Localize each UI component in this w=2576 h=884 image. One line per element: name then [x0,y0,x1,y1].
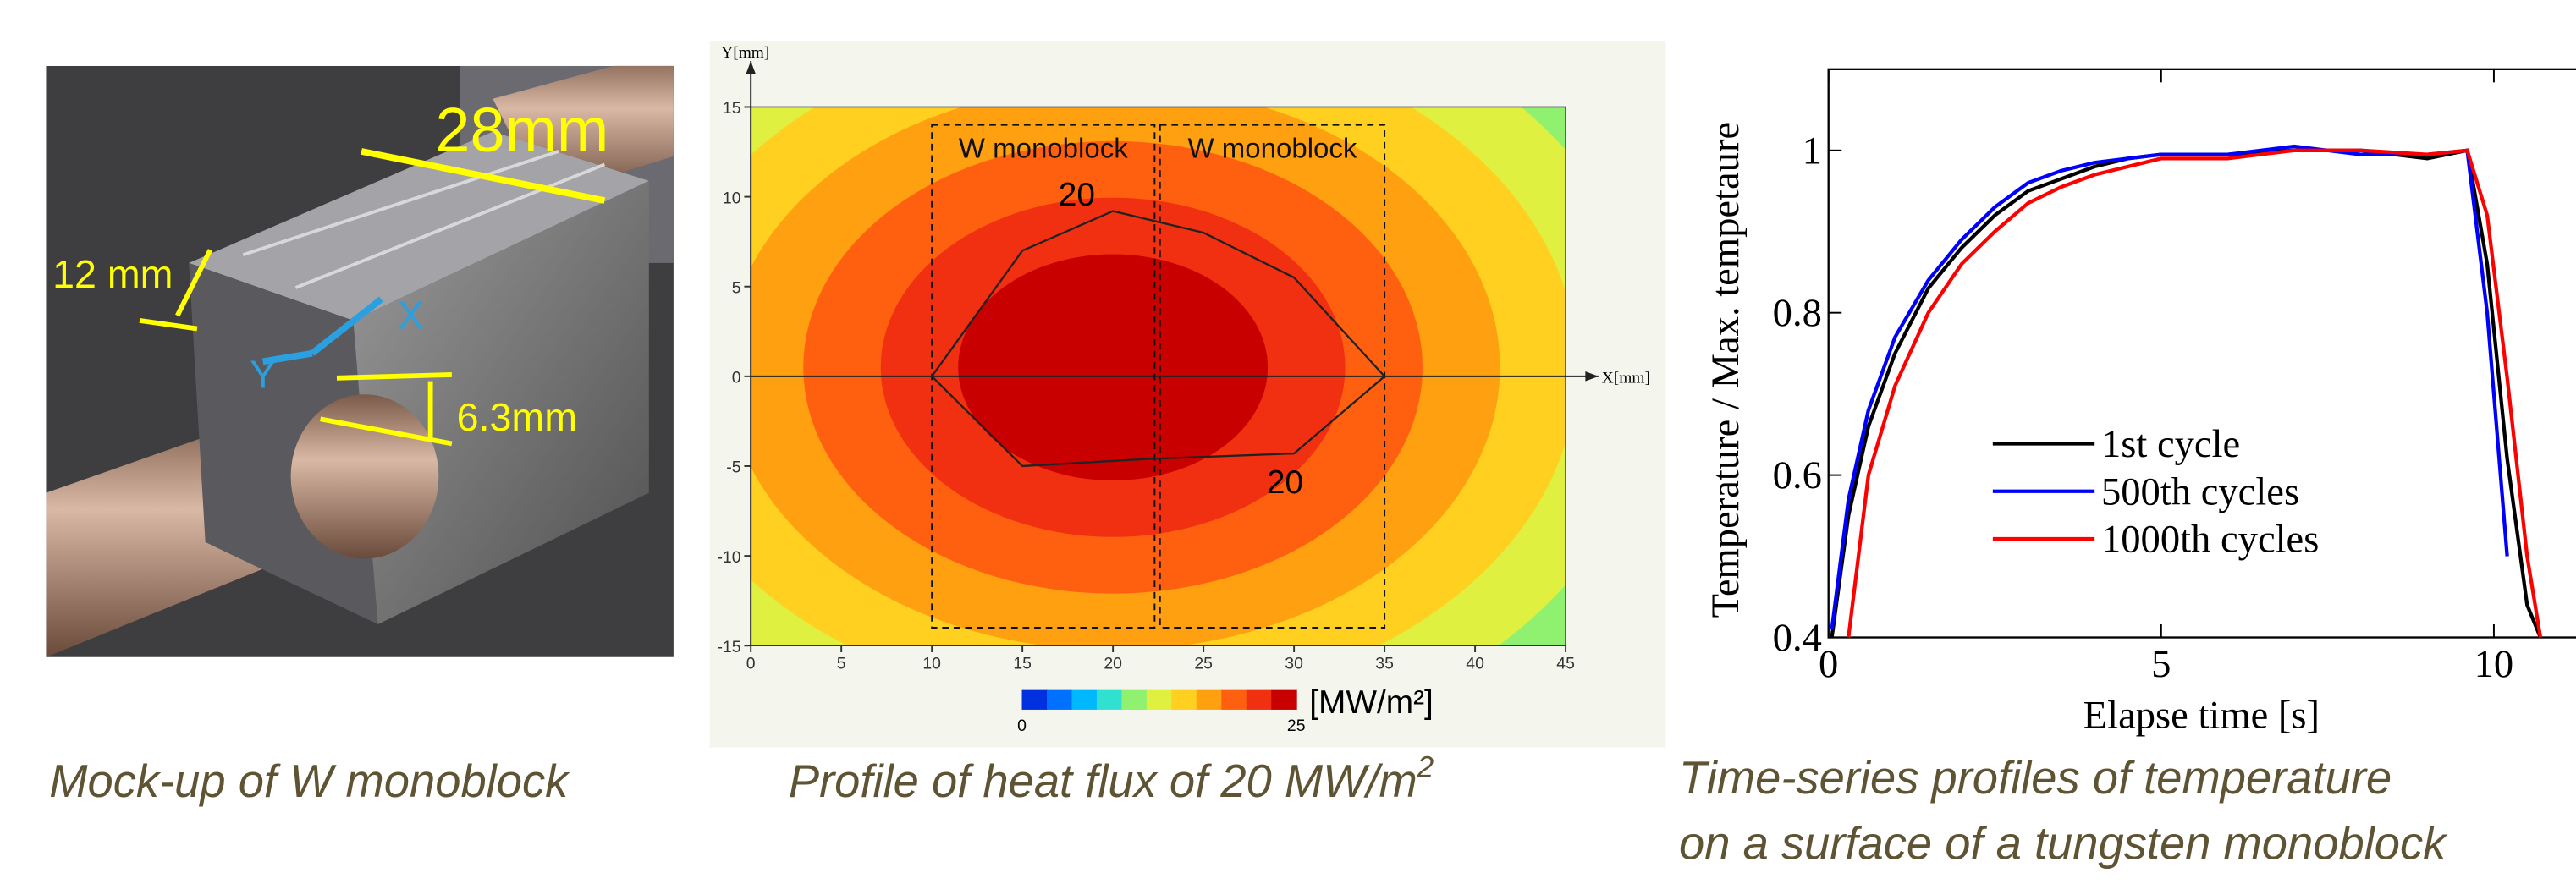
y-tick-label: 10 [723,189,741,207]
y-axis-label: Temperature / Max. tempetaure [1704,122,1748,618]
colorbar-swatch [1021,689,1048,710]
caption: Time-series profiles of temperature [1679,752,2392,804]
y-axis-label: Y[mm] [721,44,769,62]
region-label: W monoblock [1187,133,1357,164]
x-tick-label: 40 [1466,654,1484,673]
x-tick-label: 20 [1104,654,1122,673]
heat-band [958,254,1269,480]
x-axis-arrow [1585,371,1599,382]
colorbar-swatch [1221,689,1247,710]
y-tick-label: 0 [732,369,741,387]
y-tick-label: 5 [732,278,741,297]
x-tick-label: 10 [922,654,941,673]
y-tick-label: -15 [717,638,740,656]
colorbar-label: [MW/m²] [1309,684,1434,721]
photo-label: X [398,294,424,338]
contour-label: 20 [1267,464,1303,501]
x-tick-label: 5 [2151,642,2171,686]
x-tick-label: 45 [1556,654,1575,673]
x-axis-label: Elapse time [s] [2083,693,2320,737]
x-tick-label: 5 [837,654,846,673]
colorbar-swatch [1246,689,1273,710]
photo-label: 28mm [435,95,608,165]
series-line [1830,148,2542,639]
colorbar-swatch [1146,689,1173,710]
colorbar-swatch [1121,689,1148,710]
caption: on a surface of a tungsten monoblock [1679,818,2448,870]
y-axis-arrow [746,61,757,74]
legend-label: 500th cycles [2101,469,2299,513]
y-tick-label: 15 [723,99,741,118]
y-tick-label: 1 [1803,129,1822,173]
contour-line [931,210,1386,468]
y-tick-label: 0.8 [1773,291,1822,335]
colorbar-swatch [1071,689,1098,710]
caption: Profile of heat flux of 20 MW/m2 [789,751,1434,807]
x-axis-label: X[mm] [1602,370,1650,387]
x-tick-label: 0 [746,654,756,673]
legend-label: 1st cycle [2101,422,2240,466]
colorbar-swatch [1196,689,1223,710]
x-tick-label: 10 [2474,642,2514,686]
colorbar-tick-label: 25 [1287,717,1306,735]
caption-text: Profile of heat flux of 20 MW/m [789,755,1417,807]
contour-label: 20 [1059,177,1095,213]
photo-label: Y [250,352,276,396]
y-tick-label: -5 [726,458,740,477]
colorbar-swatch [1046,689,1073,710]
photo-label: 12 mm [52,252,173,296]
caption-sup: 2 [1417,751,1434,784]
colorbar-swatch [1271,689,1297,710]
colorbar-swatch [1171,689,1197,710]
photo-label: 6.3mm [457,395,577,439]
region-label: W monoblock [959,133,1128,164]
colorbar-swatch [1096,689,1123,710]
plot-frame [1827,68,2576,639]
y-tick-label: 0.6 [1773,453,1822,497]
photo: 28mm 12 mm 6.3mm X Y [46,65,674,657]
colorbar-tick-label: 0 [1017,717,1027,735]
y-tick-label: 0.4 [1773,616,1822,660]
caption: Mock-up of W monoblock [49,755,570,807]
x-tick-label: 25 [1194,654,1213,673]
x-tick-label: 35 [1375,654,1394,673]
y-tick-label: -10 [717,548,740,567]
series-line [1847,148,2543,638]
x-tick-label: 15 [1013,654,1032,673]
x-tick-label: 30 [1285,654,1303,673]
x-tick-label: 0 [1819,642,1838,686]
legend-label: 1000th cycles [2101,518,2319,562]
